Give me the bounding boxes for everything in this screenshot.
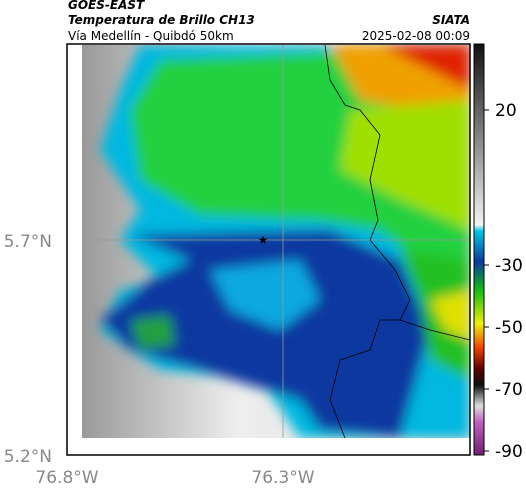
lon-label: 76.3°W [251,468,314,488]
source: GOES-EAST [68,0,145,12]
lat-label: 5.7°N [4,232,52,252]
org: SIATA [432,13,470,27]
satellite-image: ★ [82,45,470,438]
colorbar-label: -70 [495,380,523,400]
lat-label: 5.2°N [4,447,52,467]
colorbar-label: -50 [495,318,523,338]
title: Temperatura de Brillo CH13 [68,13,255,27]
subtitle: Vía Medellín - Quibdó 50km [68,29,234,43]
lon-label: 76.8°W [35,468,98,488]
colorbar-label: 20 [495,101,517,121]
map-frame [66,43,471,456]
colorbar-label: -30 [495,256,523,276]
colorbar-label: -90 [495,442,523,462]
datetime: 2025-02-08 00:09 [362,29,470,43]
colorbar [473,43,485,456]
svg-text:★: ★ [258,233,269,247]
colorbar-ticks: 20 -30 -50 -70 -90 [484,101,523,462]
